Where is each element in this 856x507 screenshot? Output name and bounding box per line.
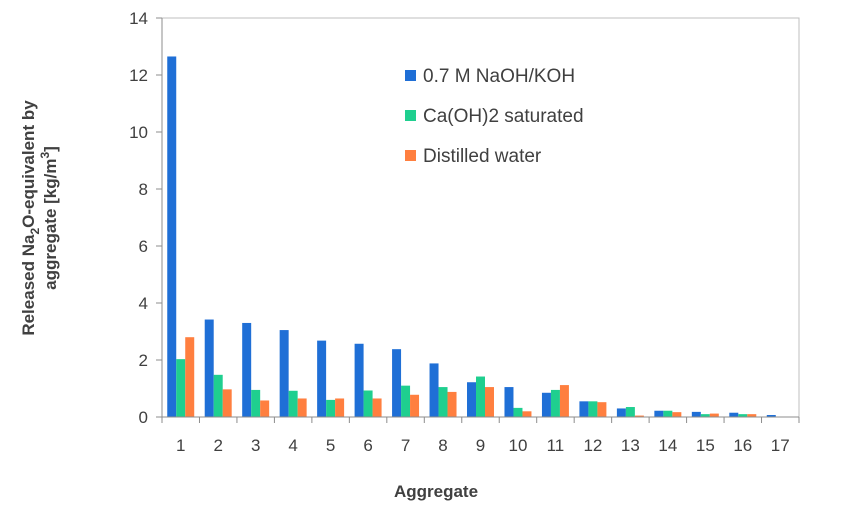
- bar-series-1: [354, 343, 364, 417]
- y-tick-label: 0: [139, 408, 148, 427]
- y-axis-title-line2-prefix: aggregate [kg/m: [41, 159, 60, 290]
- bar-series-3: [747, 414, 757, 417]
- legend: 0.7 M NaOH/KOH Ca(OH)2 saturated Distilled…: [405, 66, 584, 167]
- x-tick-label: 5: [326, 436, 335, 455]
- bar-series-3: [709, 413, 719, 417]
- bar-series-1: [467, 382, 477, 417]
- bar-series-2: [700, 414, 710, 417]
- x-tick-label: 3: [251, 436, 260, 455]
- bar-series-3: [297, 398, 307, 417]
- y-axis-title-line1-prefix: Released Na: [19, 234, 38, 336]
- x-tick-label: 4: [288, 436, 297, 455]
- bar-series-1: [766, 415, 776, 417]
- y-tick-label: 4: [139, 294, 148, 313]
- bar-series-2: [550, 389, 560, 417]
- bar-series-1: [204, 319, 214, 417]
- bar-series-2: [363, 390, 373, 417]
- bar-series-2: [476, 376, 485, 417]
- x-tick-label: 15: [696, 436, 715, 455]
- bar-series-1: [729, 412, 739, 417]
- x-tick-label: 7: [401, 436, 410, 455]
- x-tick-label: 1: [176, 436, 185, 455]
- bar-series-1: [691, 411, 701, 417]
- bar-series-3: [335, 398, 345, 417]
- bar-series-2: [663, 410, 673, 417]
- x-tick-label: 14: [658, 436, 677, 455]
- y-axis-title-line2-sup: 3: [38, 152, 52, 159]
- legend-swatch: [405, 150, 416, 161]
- bar-series-1: [579, 401, 589, 417]
- bar-series-1: [429, 363, 439, 417]
- y-axis-title-line2-suffix: ]: [41, 146, 60, 152]
- bar-series-1: [504, 387, 514, 417]
- svg-text:Released Na2O-equivalent by: Released Na2O-equivalent by: [19, 100, 42, 336]
- bar-series-2: [251, 389, 261, 417]
- bar-series-2: [326, 399, 336, 417]
- bar-series-3: [447, 391, 457, 417]
- bar-series-1: [616, 408, 626, 417]
- x-tick-label: 16: [733, 436, 752, 455]
- bar-series-1: [279, 330, 289, 417]
- bar-series-1: [167, 56, 177, 417]
- bars: [167, 56, 776, 417]
- bar-series-3: [634, 415, 644, 417]
- bar-series-1: [654, 410, 664, 417]
- x-tick-label: 8: [438, 436, 447, 455]
- bar-series-1: [541, 392, 551, 417]
- y-tick-label: 14: [129, 9, 148, 28]
- x-tick-label: 9: [476, 436, 485, 455]
- x-tick-label: 10: [509, 436, 528, 455]
- bar-series-3: [672, 412, 682, 417]
- bar-series-2: [625, 407, 635, 417]
- bar-series-2: [738, 414, 748, 417]
- legend-label: Distilled water: [423, 146, 542, 167]
- x-tick-label: 2: [213, 436, 222, 455]
- x-axis-title: Aggregate: [394, 482, 478, 501]
- bar-series-1: [242, 322, 252, 417]
- bar-series-3: [522, 411, 532, 417]
- bar-series-2: [438, 387, 448, 417]
- y-tick-label: 6: [139, 237, 148, 256]
- y-tick-label: 2: [139, 351, 148, 370]
- bar-series-2: [588, 401, 598, 417]
- legend-swatch: [405, 110, 416, 121]
- x-tick-label: 17: [771, 436, 790, 455]
- bar-series-3: [222, 389, 232, 417]
- bar-series-2: [213, 374, 223, 417]
- x-axis-ticks: 1 2 3 4 5 6 7 8 9 10 11 12 13 14 15 16 17: [161, 417, 800, 455]
- y-axis-title-line1-suffix: O-equivalent by: [19, 100, 38, 228]
- y-tick-label: 8: [139, 180, 148, 199]
- bar-series-1: [317, 340, 327, 417]
- bar-series-3: [597, 402, 607, 417]
- bar-series-1: [392, 349, 402, 417]
- legend-label: 0.7 M NaOH/KOH: [423, 66, 575, 87]
- y-axis-title: Released Na2O-equivalent by aggregate [k…: [19, 100, 60, 336]
- y-axis-ticks: 0 2 4 6 8 10 12 14: [129, 9, 162, 427]
- bar-series-3: [185, 337, 195, 417]
- x-tick-label: 6: [363, 436, 372, 455]
- bar-series-2: [513, 407, 523, 417]
- x-tick-label: 11: [547, 436, 565, 455]
- bar-series-2: [401, 385, 411, 417]
- y-tick-label: 10: [129, 123, 148, 142]
- y-tick-label: 12: [129, 66, 148, 85]
- bar-series-3: [260, 400, 270, 417]
- x-tick-label: 13: [621, 436, 640, 455]
- y-axis-title-line1-sub: 2: [28, 228, 42, 235]
- bar-series-3: [372, 398, 382, 417]
- bar-series-2: [288, 390, 298, 417]
- bar-series-3: [484, 387, 494, 417]
- bar-series-2: [176, 359, 186, 417]
- bar-series-3: [559, 385, 569, 417]
- svg-text:aggregate [kg/m3]: aggregate [kg/m3]: [38, 146, 60, 290]
- bar-series-3: [410, 394, 420, 417]
- legend-label: Ca(OH)2 saturated: [423, 106, 584, 127]
- legend-swatch: [405, 70, 416, 81]
- x-tick-label: 12: [583, 436, 602, 455]
